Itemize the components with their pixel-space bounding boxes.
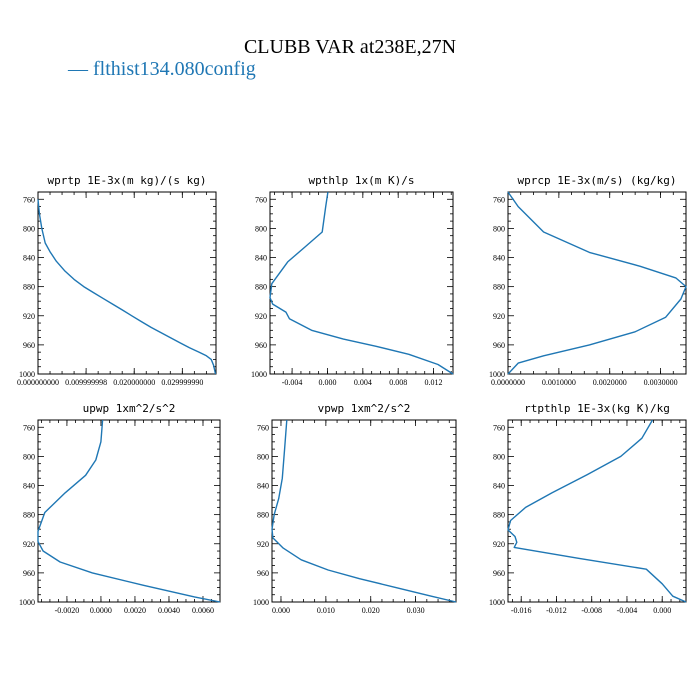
x-tick-label: 0.0030000: [644, 378, 678, 387]
y-tick-label: 1000: [489, 370, 505, 379]
y-tick-label: 760: [23, 195, 35, 204]
y-tick-label: 920: [255, 312, 267, 321]
x-tick-label: 0.009999998: [65, 378, 107, 387]
series-line: [269, 191, 454, 375]
x-tick-label: 0.0010000: [542, 378, 576, 387]
y-tick-label: 880: [23, 511, 35, 520]
series-line: [271, 419, 457, 603]
y-tick-label: 960: [23, 569, 35, 578]
x-tick-label: 0.010: [317, 606, 335, 615]
plot-frame: [271, 419, 457, 603]
subplot-3: wprcp 1E-3x(m/s) (kg/kg) 760 800 840 880 920 9…: [489, 174, 687, 387]
y-tick-label: 1000: [19, 598, 35, 607]
y-tick-label: 960: [23, 341, 35, 350]
x-tick-label: -0.016: [511, 606, 532, 615]
y-tick-label: 960: [255, 341, 267, 350]
series-line: [37, 419, 221, 603]
subplot-1: wprtp 1E-3x(m kg)/(s kg) 760 800 840 880 920 9…: [17, 174, 217, 387]
x-tick-label: 0.0020: [124, 606, 146, 615]
subplot-5: vpwp 1xm^2/s^2 760 800 840 880 920 960 10000.00…: [253, 402, 457, 615]
y-tick-label: 880: [23, 283, 35, 292]
figure-title: CLUBB VAR at238E,27N: [243, 36, 457, 58]
y-tick-label: 800: [493, 452, 505, 461]
y-tick-label: 880: [255, 283, 267, 292]
x-tick-label: -0.0020: [55, 606, 80, 615]
x-tick-label: 0.030: [407, 606, 425, 615]
plot-frame: [37, 419, 221, 603]
y-tick-label: 840: [257, 482, 269, 491]
y-tick-label: 800: [493, 224, 505, 233]
x-tick-label: 0.0020000: [593, 378, 627, 387]
x-tick-label: 0.0040: [158, 606, 180, 615]
x-tick-label: -0.004: [617, 606, 638, 615]
y-tick-label: 760: [23, 423, 35, 432]
y-tick-label: 1000: [19, 370, 35, 379]
subplot-6: rtpthlp 1E-3x(kg K)/kg 760 800 840 880 920 960…: [489, 402, 687, 615]
y-tick-label: 920: [257, 540, 269, 549]
plot-frame: [37, 191, 217, 375]
y-tick-label: 960: [257, 569, 269, 578]
y-tick-label: 840: [493, 254, 505, 263]
y-tick-label: 760: [493, 195, 505, 204]
x-tick-label: 0.0000000: [491, 378, 525, 387]
y-tick-label: 880: [493, 283, 505, 292]
plot-frame: [507, 419, 687, 603]
x-tick-label: 0.029999990: [161, 378, 203, 387]
x-tick-label: 0.000: [653, 606, 671, 615]
series-line: [507, 419, 687, 603]
y-tick-label: 800: [23, 224, 35, 233]
subplot-title: vpwp 1xm^2/s^2: [318, 402, 411, 415]
y-tick-label: 960: [493, 341, 505, 350]
y-tick-label: 800: [257, 452, 269, 461]
x-tick-label: 0.000000000: [17, 378, 59, 387]
y-tick-label: 840: [23, 254, 35, 263]
x-tick-label: 0.0060: [192, 606, 214, 615]
x-tick-label: -0.012: [546, 606, 567, 615]
y-tick-label: 760: [493, 423, 505, 432]
x-tick-label: 0.020: [362, 606, 380, 615]
plot-frame: [269, 191, 454, 375]
y-tick-label: 840: [23, 482, 35, 491]
y-tick-label: 960: [493, 569, 505, 578]
y-tick-label: 760: [257, 423, 269, 432]
x-tick-label: 0.004: [354, 378, 372, 387]
y-tick-label: 880: [257, 511, 269, 520]
series-line: [507, 191, 687, 375]
y-tick-label: 760: [255, 195, 267, 204]
y-tick-label: 920: [493, 312, 505, 321]
x-tick-label: 0.020000000: [113, 378, 155, 387]
x-tick-label: 0.008: [389, 378, 407, 387]
subplot-title: wpthlp 1x(m K)/s: [309, 174, 415, 187]
y-tick-label: 920: [493, 540, 505, 549]
plot-frame: [507, 191, 687, 375]
y-tick-label: 920: [23, 312, 35, 321]
x-tick-label: -0.004: [282, 378, 303, 387]
x-tick-label: 0.000: [318, 378, 336, 387]
x-tick-label: 0.0000: [90, 606, 112, 615]
legend-entry: — flthist134.080config: [68, 58, 256, 80]
subplot-4: upwp 1xm^2/s^2 760 800 840 880 920 960 1000 -0.0…: [19, 402, 221, 615]
subplot-2: wpthlp 1x(m K)/s 760 800 840 880 920 960 1000 -0…: [251, 174, 454, 387]
y-tick-label: 840: [493, 482, 505, 491]
y-tick-label: 800: [255, 224, 267, 233]
x-tick-label: -0.008: [581, 606, 602, 615]
subplot-title: wprtp 1E-3x(m kg)/(s kg): [48, 174, 207, 187]
y-tick-label: 800: [23, 452, 35, 461]
y-tick-label: 1000: [489, 598, 505, 607]
y-tick-label: 840: [255, 254, 267, 263]
subplot-title: wprcp 1E-3x(m/s) (kg/kg): [518, 174, 677, 187]
x-tick-label: 0.000: [272, 606, 290, 615]
series-line: [37, 199, 217, 375]
y-tick-label: 880: [493, 511, 505, 520]
subplot-title: upwp 1xm^2/s^2: [83, 402, 176, 415]
y-tick-label: 1000: [253, 598, 269, 607]
y-tick-label: 1000: [251, 370, 267, 379]
y-tick-label: 920: [23, 540, 35, 549]
x-tick-label: 0.012: [425, 378, 443, 387]
subplot-title: rtpthlp 1E-3x(kg K)/kg: [524, 402, 670, 415]
